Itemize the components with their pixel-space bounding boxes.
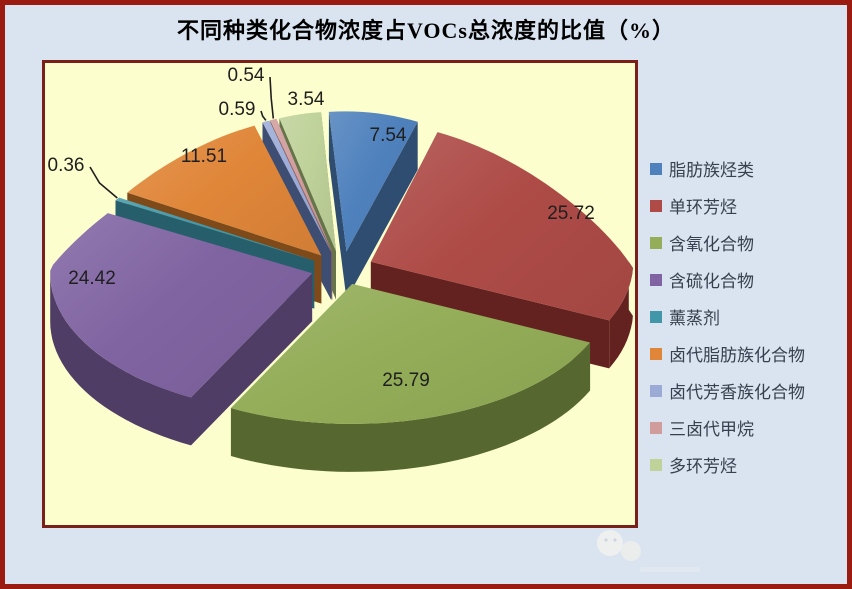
leader-line <box>89 166 118 199</box>
pie-slice-side <box>609 261 633 369</box>
slice-label: 3.54 <box>288 89 325 110</box>
watermark-smudge <box>640 567 700 572</box>
legend-swatch <box>650 421 662 434</box>
watermark-blob <box>621 541 641 561</box>
pie-slice <box>370 132 633 321</box>
slice-label: 24.42 <box>68 268 116 289</box>
legend-label: 脂肪族烃类 <box>669 161 754 180</box>
watermark-dot <box>613 538 617 542</box>
pie-slice-side <box>346 121 418 300</box>
legend-item: 薰蒸剂 <box>650 298 805 335</box>
pie-slice-side <box>50 273 192 446</box>
legend-item: 卤代芳香族化合物 <box>650 372 805 409</box>
pie-slice <box>115 197 315 261</box>
slice-label: 11.51 <box>181 146 227 167</box>
pie-slice <box>270 118 333 253</box>
legend-label: 单环芳烃 <box>669 198 737 217</box>
pie-slice-side <box>230 342 591 472</box>
legend-item: 含硫化合物 <box>650 261 805 298</box>
pie-slice <box>230 283 591 424</box>
legend-swatch <box>650 347 662 360</box>
pie-slice <box>262 120 332 253</box>
legend-swatch <box>650 273 662 286</box>
slice-label: 25.79 <box>382 370 430 391</box>
legend-swatch <box>650 458 662 471</box>
legend-item: 脂肪族烃类 <box>650 150 805 187</box>
slice-label: 25.72 <box>547 203 595 224</box>
legend-label: 多环芳烃 <box>669 457 737 476</box>
chart-title: 不同种类化合物浓度占VOCs总浓度的比值（%） <box>176 18 675 43</box>
legend: 脂肪族烃类单环芳烃含氧化合物含硫化合物薰蒸剂卤代脂肪族化合物 卤代芳香族化合物 三卤… <box>650 150 805 483</box>
pie-slice <box>127 125 322 256</box>
slice-label: 7.54 <box>370 125 407 146</box>
legend-item: 卤代脂肪族化合物 <box>650 335 805 372</box>
legend-label: 薰蒸剂 <box>669 309 720 328</box>
legend-label: 卤代脂肪族化合物 <box>669 346 805 365</box>
legend-swatch <box>650 310 662 323</box>
leader-line <box>260 110 267 121</box>
watermark-blob <box>597 530 623 556</box>
legend-label: 含硫化合物 <box>669 272 754 291</box>
legend-swatch <box>650 384 662 397</box>
legend-label: 卤代芳香族化合物 <box>669 383 805 402</box>
pie-slice <box>50 213 313 398</box>
legend-label: 含氧化合物 <box>669 235 754 254</box>
legend-swatch <box>650 199 662 212</box>
legend-swatch <box>650 236 662 249</box>
legend-swatch <box>650 162 662 175</box>
slice-label: 0.59 <box>219 99 256 120</box>
leader-line <box>269 76 275 119</box>
legend-item: 单环芳烃 <box>650 187 805 224</box>
legend-item: 多环芳烃 <box>650 446 805 483</box>
legend-item: 含氧化合物 <box>650 224 805 261</box>
slice-label: 0.54 <box>228 65 265 86</box>
legend-item: 三卤代甲烷 <box>650 409 805 446</box>
slice-label: 0.36 <box>48 155 85 176</box>
pie-slice-side <box>328 111 347 300</box>
watermark-icon <box>597 530 700 572</box>
watermark-dot <box>604 538 608 542</box>
pie-slice <box>328 111 418 252</box>
legend-label: 三卤代甲烷 <box>669 420 754 439</box>
pie-slice <box>279 112 336 252</box>
pie-slice-side <box>191 273 313 446</box>
